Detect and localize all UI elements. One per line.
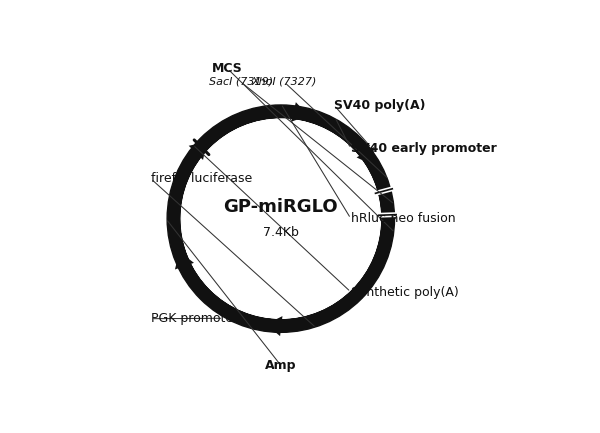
Polygon shape (378, 213, 398, 230)
Polygon shape (189, 142, 207, 160)
Polygon shape (291, 102, 308, 122)
Text: PGK promoter: PGK promoter (151, 312, 238, 325)
Text: SV40 early promoter: SV40 early promoter (351, 142, 497, 155)
Text: hRluc-neo fusion: hRluc-neo fusion (351, 212, 455, 225)
Text: XhoI (7327): XhoI (7327) (251, 77, 317, 87)
Text: GP-miRGLO: GP-miRGLO (224, 198, 338, 216)
Circle shape (167, 105, 395, 333)
Text: MCS: MCS (212, 62, 243, 75)
Polygon shape (175, 252, 194, 269)
Text: Amp: Amp (265, 359, 296, 372)
Text: SV40 poly(A): SV40 poly(A) (334, 99, 425, 112)
Text: Synthetic poly(A): Synthetic poly(A) (351, 285, 458, 298)
Text: firefly luciferase: firefly luciferase (151, 172, 252, 185)
Text: 7.4Kb: 7.4Kb (263, 226, 299, 239)
Circle shape (181, 119, 380, 318)
Polygon shape (356, 147, 374, 165)
Text: SacI (7319): SacI (7319) (209, 77, 273, 87)
Polygon shape (266, 316, 283, 336)
